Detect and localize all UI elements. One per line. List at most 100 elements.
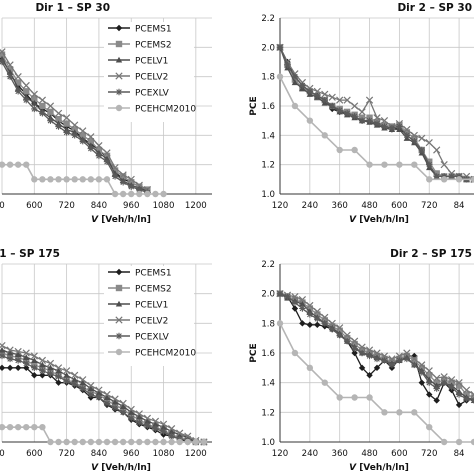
data-point xyxy=(418,361,426,369)
data-point xyxy=(136,413,143,420)
data-point xyxy=(418,134,426,142)
data-point xyxy=(0,51,6,58)
data-point xyxy=(159,420,168,428)
data-point xyxy=(71,380,78,388)
series-pcelv2 xyxy=(0,341,208,446)
data-point xyxy=(47,108,54,116)
x-axis-label: V [Veh/h/ln] xyxy=(349,463,409,473)
chart-title: Dir 1 – SP 30 xyxy=(35,2,110,14)
data-point xyxy=(455,379,463,387)
data-point xyxy=(291,305,299,312)
data-point xyxy=(38,96,47,104)
data-point xyxy=(128,415,135,422)
data-point xyxy=(23,96,30,104)
y-tick-label: 1.0 xyxy=(261,190,275,200)
data-point xyxy=(343,96,351,104)
data-point xyxy=(418,379,425,386)
legend-label: PCEHCM2010 xyxy=(135,349,196,359)
data-point xyxy=(55,176,62,183)
data-point xyxy=(366,161,373,168)
data-point xyxy=(111,163,119,172)
y-tick-label: 2.0 xyxy=(261,290,275,300)
data-point xyxy=(103,158,111,165)
data-point xyxy=(298,295,307,304)
x-tick-label: 1200 xyxy=(185,449,207,459)
data-point xyxy=(321,96,328,104)
data-point xyxy=(291,102,299,110)
data-point xyxy=(39,372,46,379)
series-line xyxy=(279,47,474,180)
data-point xyxy=(71,132,78,139)
data-point xyxy=(176,431,183,438)
data-point xyxy=(79,385,86,392)
x-tick-label: 84 xyxy=(454,449,465,459)
x-tick-label: 480 xyxy=(361,201,377,211)
data-point xyxy=(396,409,403,416)
data-point xyxy=(119,409,127,416)
data-point xyxy=(103,394,111,401)
data-point xyxy=(306,364,314,372)
data-point xyxy=(366,372,373,379)
data-point xyxy=(144,438,151,446)
x-axis-label: V [Veh/h/ln] xyxy=(349,215,409,225)
data-point xyxy=(95,141,103,150)
data-point xyxy=(6,355,14,363)
data-point xyxy=(6,423,14,431)
data-point xyxy=(396,357,403,364)
data-point xyxy=(328,93,336,101)
data-point xyxy=(151,417,160,425)
data-point xyxy=(103,176,111,183)
data-point xyxy=(440,161,448,169)
data-point xyxy=(152,421,159,427)
chart-panel-1: 0 600 720 840 960 1080 1200 V [Veh/h/ln] Dir 1 –… xyxy=(0,2,212,225)
x-tick-label: 240 xyxy=(302,201,318,211)
data-point xyxy=(55,373,62,380)
legend-label: PCEMS2 xyxy=(135,41,172,51)
chart-panel-2: 120 240 360 480 600 720 84 1.0 1.2 1.4 1.6 1.8 2.0 2.… xyxy=(249,2,474,225)
data-point xyxy=(31,372,38,379)
data-point xyxy=(336,146,343,154)
y-tick-label: 1.6 xyxy=(261,102,275,112)
x-tick-label: 600 xyxy=(391,201,407,211)
data-point xyxy=(14,364,22,372)
data-point xyxy=(411,138,418,145)
data-point xyxy=(160,428,167,435)
data-point xyxy=(144,190,151,198)
series-line xyxy=(279,47,474,180)
data-point xyxy=(14,357,22,364)
series-pcexlv xyxy=(276,44,474,183)
data-point xyxy=(433,385,440,392)
series-pcelv2 xyxy=(276,43,474,183)
data-point xyxy=(470,176,474,183)
data-point xyxy=(22,81,30,90)
data-point xyxy=(306,117,314,124)
data-point xyxy=(160,190,167,198)
y-tick-label: 1.2 xyxy=(261,161,275,171)
data-point xyxy=(128,183,135,190)
legend-marker xyxy=(115,56,123,63)
data-point xyxy=(329,102,336,110)
data-point xyxy=(47,117,54,124)
data-point xyxy=(343,110,351,117)
series-line xyxy=(279,47,474,180)
legend: PCEMS1 PCEMS2 PCELV1 PCELV2 PCEXLV PCEHCM2010 xyxy=(104,266,196,366)
data-point xyxy=(14,347,22,356)
data-point xyxy=(103,149,111,157)
data-point xyxy=(388,124,396,132)
data-point xyxy=(358,364,366,372)
data-point xyxy=(87,385,95,392)
data-point xyxy=(358,349,366,357)
x-tick-label: 720 xyxy=(58,201,74,211)
legend-label: PCEHCM2010 xyxy=(135,105,196,115)
data-point xyxy=(336,107,343,114)
data-point xyxy=(447,376,456,384)
data-point xyxy=(358,343,366,351)
data-point xyxy=(0,48,6,56)
data-point xyxy=(358,108,366,116)
data-point xyxy=(87,382,95,390)
data-point xyxy=(396,123,403,130)
data-point xyxy=(111,398,119,405)
data-point xyxy=(152,190,159,198)
data-point xyxy=(23,88,30,95)
data-point xyxy=(306,311,314,318)
